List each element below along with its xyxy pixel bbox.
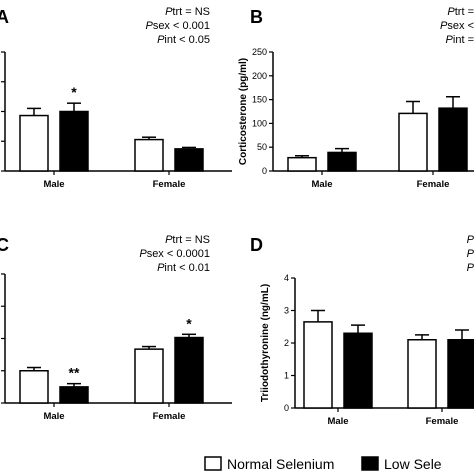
y-tick-label: 150 bbox=[252, 95, 267, 105]
bar bbox=[303, 321, 333, 409]
stat-p: P bbox=[139, 248, 147, 260]
stat-p: P bbox=[165, 6, 173, 18]
stat-line: P bbox=[467, 234, 474, 246]
stat-line: Pint < 0.05 bbox=[157, 34, 210, 46]
bar bbox=[174, 336, 204, 404]
panel-label-b: B bbox=[250, 7, 263, 27]
category-label: Male bbox=[311, 179, 332, 190]
y-tick-label: 0 bbox=[262, 166, 267, 176]
legend-label-low: Low Sele bbox=[384, 456, 442, 472]
stat-value: sex < 0.0001 bbox=[147, 248, 210, 260]
category-label: Female bbox=[426, 416, 459, 427]
y-tick-label: 1 bbox=[284, 371, 289, 381]
stat-line: P bbox=[467, 248, 474, 260]
bar bbox=[398, 112, 428, 172]
chart-panel-d: 0 1 2 3 4 Triiodothyronine (ng/mL) Male Female P… bbox=[260, 234, 474, 427]
stat-p: P bbox=[157, 262, 165, 274]
category-label: Female bbox=[153, 179, 186, 190]
stat-line: Psex < bbox=[440, 20, 474, 32]
category-label: Female bbox=[417, 179, 450, 190]
stat-p: P bbox=[467, 262, 474, 274]
bar bbox=[134, 348, 164, 404]
legend: Normal Selenium Low Sele bbox=[204, 456, 442, 472]
stat-value: sex < 0.001 bbox=[153, 20, 210, 32]
bar bbox=[59, 386, 89, 404]
bar bbox=[343, 332, 373, 409]
stat-p: P bbox=[467, 248, 474, 260]
stat-line: Ptrt = bbox=[447, 6, 474, 18]
panel-label-a: A bbox=[0, 7, 9, 27]
legend-swatch-low bbox=[361, 456, 379, 471]
category-label: Male bbox=[327, 416, 348, 427]
category-label: Male bbox=[43, 411, 64, 422]
y-tick-label: 0 bbox=[284, 403, 289, 413]
category-label: Female bbox=[153, 411, 186, 422]
y-tick-label: 100 bbox=[252, 118, 267, 128]
y-tick-label: 50 bbox=[257, 142, 267, 152]
bar bbox=[438, 107, 468, 172]
y-tick-label: 200 bbox=[252, 71, 267, 81]
stat-line: Psex < 0.001 bbox=[145, 20, 210, 32]
category-label: Male bbox=[43, 179, 64, 190]
significance-marker: * bbox=[71, 84, 77, 100]
bar bbox=[447, 339, 474, 409]
stat-p: P bbox=[467, 234, 474, 246]
stat-value: int < 0.05 bbox=[164, 34, 210, 46]
y-tick-label: 3 bbox=[284, 306, 289, 316]
panel-label-d: D bbox=[250, 235, 263, 255]
legend-swatch-normal bbox=[204, 456, 222, 471]
bar bbox=[19, 370, 49, 404]
y-tick-label: 4 bbox=[284, 273, 289, 283]
bar bbox=[174, 148, 204, 172]
y-tick-label: 250 bbox=[252, 47, 267, 57]
stat-value: trt = NS bbox=[172, 234, 210, 246]
stat-p: P bbox=[440, 20, 448, 32]
y-axis-label: Corticosterone (pg/ml) bbox=[238, 58, 249, 165]
bar bbox=[19, 114, 49, 172]
stat-line: Ptrt = NS bbox=[165, 234, 210, 246]
stat-value: trt = bbox=[455, 6, 474, 18]
stat-p: P bbox=[447, 6, 455, 18]
stat-value: trt = NS bbox=[172, 6, 210, 18]
stat-line: P bbox=[467, 262, 474, 274]
stat-line: Pint = bbox=[446, 34, 474, 46]
stat-line: Pint < 0.01 bbox=[157, 262, 210, 274]
stat-value: int = bbox=[453, 34, 474, 46]
y-tick-label: 2 bbox=[284, 338, 289, 348]
bar bbox=[287, 156, 317, 172]
bar bbox=[134, 138, 164, 172]
significance-marker: * bbox=[186, 315, 192, 331]
stat-value: int < 0.01 bbox=[164, 262, 210, 274]
stat-p: P bbox=[165, 234, 173, 246]
panel-label-c: C bbox=[0, 235, 9, 255]
bar bbox=[327, 151, 357, 172]
bar bbox=[407, 339, 437, 409]
significance-marker: ** bbox=[69, 365, 80, 381]
stat-value: sex < bbox=[447, 20, 474, 32]
legend-label-normal: Normal Selenium bbox=[227, 456, 334, 472]
stat-p: P bbox=[157, 34, 165, 46]
stat-p: P bbox=[446, 34, 454, 46]
y-axis-label: Triiodothyronine (ng/mL) bbox=[260, 284, 271, 402]
stat-p: P bbox=[145, 20, 153, 32]
bar bbox=[59, 110, 89, 172]
stat-line: Psex < 0.0001 bbox=[139, 248, 210, 260]
stat-line: Ptrt = NS bbox=[165, 6, 210, 18]
